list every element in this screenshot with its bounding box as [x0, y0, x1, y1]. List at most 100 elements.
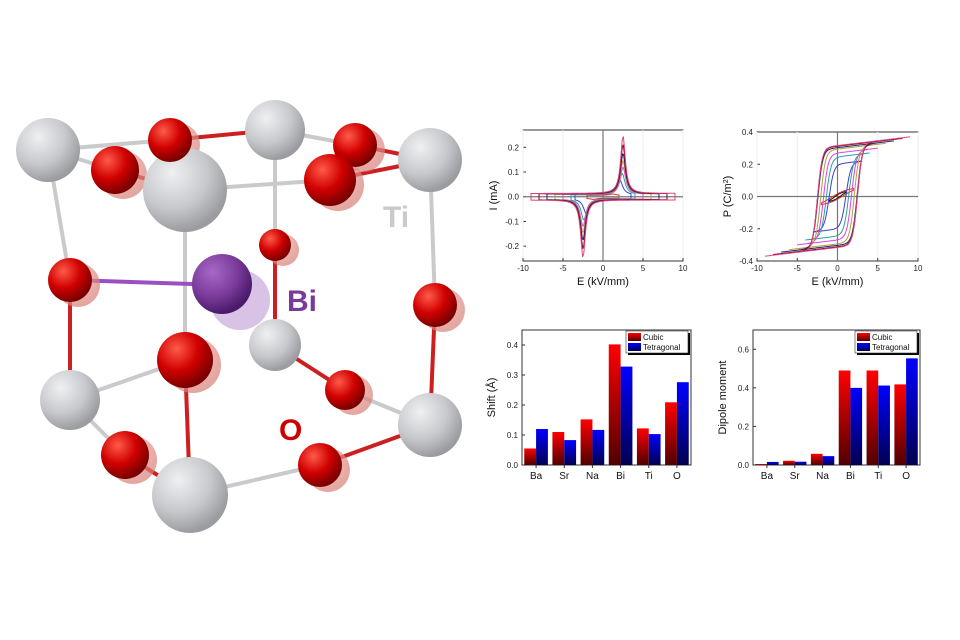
- series-loop: [586, 193, 620, 201]
- titanium-atom: [16, 118, 80, 182]
- y-tick-label: 0.3: [507, 371, 519, 380]
- x-tick-label: -5: [559, 264, 567, 273]
- bar-cubic: [552, 432, 565, 465]
- oxygen-atom: [101, 431, 149, 479]
- bar-tetragonal: [676, 382, 689, 465]
- y-tick-label: 0.0: [738, 461, 750, 470]
- oxygen-atom: [148, 118, 192, 162]
- category-label: Ti: [874, 471, 882, 482]
- oxygen-atom: [304, 154, 356, 206]
- legend-box: [625, 330, 689, 354]
- bar-tetragonal: [592, 429, 605, 465]
- category-label: Ba: [761, 471, 774, 482]
- y-axis-label: Dipole moment: [717, 361, 729, 435]
- category-label: Sr: [559, 471, 570, 482]
- series-loop: [789, 142, 886, 251]
- titanium-atom: [398, 128, 462, 192]
- y-tick-label: 0.2: [507, 401, 519, 410]
- bar-cubic: [665, 402, 677, 465]
- series-loop: [820, 187, 855, 206]
- y-axis-label: P (C/m2): [722, 176, 734, 218]
- category-label: Na: [816, 471, 829, 482]
- category-label: Ba: [530, 471, 543, 482]
- bar-cubic: [810, 453, 823, 465]
- y-tick-label: 0.0: [742, 193, 754, 202]
- y-tick-label: -0.1: [505, 217, 519, 226]
- y-tick-label: 0.1: [508, 168, 520, 177]
- label-o: O: [279, 414, 302, 447]
- y-tick-label: -0.2: [739, 225, 753, 234]
- y-tick-label: 0.4: [507, 341, 519, 350]
- y-tick-label: 0.2: [742, 160, 754, 169]
- bar-cubic: [894, 384, 907, 465]
- oxygen-atom: [157, 332, 213, 388]
- plot-frame: [521, 329, 692, 466]
- oxygen-atom: [333, 123, 377, 167]
- titanium-atom: [40, 370, 100, 430]
- y-tick-label: 0.1: [507, 431, 519, 440]
- y-tick-label: 0.4: [738, 384, 750, 393]
- legend-swatch: [857, 333, 870, 341]
- bismuth-atom: [192, 254, 252, 314]
- x-tick-label: -10: [751, 264, 763, 273]
- series-loop: [805, 152, 870, 241]
- bar-tetragonal: [766, 461, 779, 465]
- chart-ie: -0.2 -0.1 0.0 0.1 0.2 -10 -5 0 5 10 E (kV/mm) I (mA…: [488, 129, 688, 288]
- series-loop: [829, 191, 846, 202]
- category-label: Sr: [790, 471, 801, 482]
- bar-tetragonal: [906, 358, 918, 465]
- titanium-atom: [143, 148, 227, 232]
- plot-frame: [752, 329, 921, 466]
- bar-cubic: [524, 448, 537, 465]
- x-tick-label: -5: [794, 264, 802, 273]
- atoms: [16, 100, 465, 533]
- chart-shift: 0.0 0.1 0.2 0.3 0.4 Ba Sr Na Bi Ti O Shift (Å) Cubic…: [485, 329, 692, 482]
- titanium-atom: [398, 393, 462, 457]
- legend-label: Tetragonal: [643, 343, 681, 352]
- bar-tetragonal: [794, 461, 807, 465]
- oxygen-atom: [259, 229, 291, 261]
- oxygen-atom: [298, 443, 342, 487]
- bar-cubic: [755, 464, 767, 465]
- chart-pe: -0.4 -0.2 0.0 0.2 0.4 -10 -5 0 5 10 E (kV/mm) P (C/…: [722, 128, 923, 288]
- legend-label: Cubic: [643, 333, 663, 342]
- bar-cubic: [636, 428, 649, 465]
- x-axis-label: E (kV/mm): [812, 276, 864, 288]
- x-tick-label: 10: [679, 264, 688, 273]
- x-tick-label: -10: [517, 264, 529, 273]
- label-ti: Ti: [383, 201, 409, 234]
- titanium-atom: [245, 100, 305, 160]
- bar-cubic: [783, 460, 795, 465]
- bar-tetragonal: [878, 385, 890, 465]
- category-label: O: [902, 471, 910, 482]
- x-tick-label: 0: [835, 264, 840, 273]
- chart-dipole: 0.0 0.2 0.4 0.6 Ba Sr Na Bi Ti O Dipole moment Cubi…: [717, 329, 921, 482]
- bar-tetragonal: [620, 366, 633, 465]
- category-label: O: [673, 471, 681, 482]
- category-label: Bi: [846, 471, 855, 482]
- category-label: Bi: [616, 471, 625, 482]
- bar-cubic: [838, 370, 851, 465]
- y-tick-label: 0.0: [507, 461, 519, 470]
- legend-swatch: [857, 343, 870, 351]
- x-tick-label: 10: [914, 264, 923, 273]
- legend-box: [854, 330, 918, 354]
- category-label: Ti: [645, 471, 653, 482]
- y-tick-label: -0.2: [505, 242, 519, 251]
- x-tick-label: 5: [876, 264, 881, 273]
- titanium-atom: [249, 319, 301, 371]
- legend-label: Tetragonal: [872, 343, 910, 352]
- y-tick-label: 0.0: [508, 193, 520, 202]
- oxygen-atom: [413, 283, 457, 327]
- series-loop: [764, 136, 911, 257]
- bar-cubic: [866, 370, 879, 465]
- bar-tetragonal: [648, 434, 661, 465]
- bar-tetragonal: [850, 387, 863, 465]
- y-axis-label: Shift (Å): [485, 378, 498, 418]
- y-axis-label: I (mA): [488, 181, 500, 211]
- bar-tetragonal: [564, 440, 577, 465]
- crystal-structure: Ti Bi O: [16, 100, 465, 533]
- legend-swatch: [628, 343, 641, 351]
- legend-swatch: [628, 333, 641, 341]
